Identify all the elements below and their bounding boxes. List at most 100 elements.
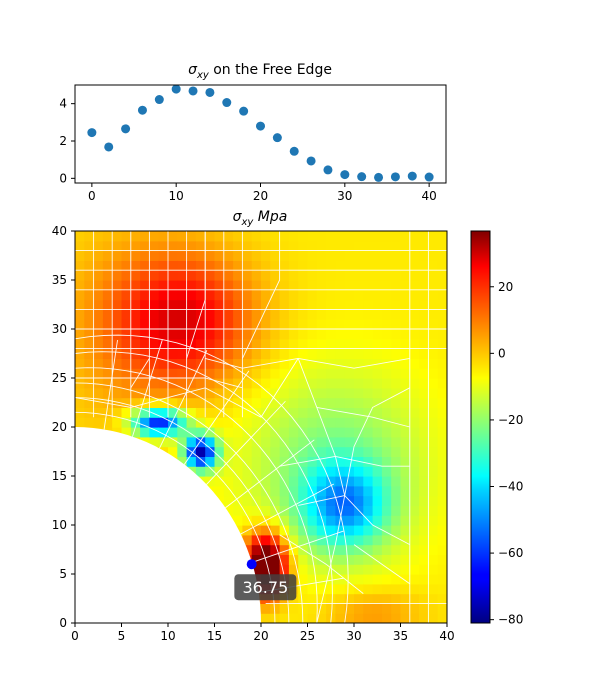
field-cell bbox=[391, 368, 402, 379]
field-cell bbox=[363, 476, 374, 487]
heatmap-ytick-label: 25 bbox=[52, 371, 67, 385]
field-cell bbox=[437, 456, 447, 467]
field-cell bbox=[242, 299, 253, 310]
field-cell bbox=[177, 397, 188, 408]
field-cell bbox=[307, 319, 318, 330]
field-cell bbox=[149, 289, 160, 301]
field-cell bbox=[149, 309, 160, 320]
field-cell bbox=[307, 387, 318, 399]
field-cell bbox=[428, 534, 439, 546]
field-cell bbox=[409, 358, 420, 369]
field-cell bbox=[102, 289, 113, 301]
scatter-title: σxy on the Free Edge bbox=[188, 62, 332, 81]
field-cell bbox=[391, 583, 402, 595]
field-cell bbox=[419, 417, 429, 428]
field-cell bbox=[354, 574, 364, 585]
field-cell bbox=[102, 378, 113, 389]
field-cell bbox=[112, 417, 123, 428]
field-cell bbox=[363, 574, 374, 585]
field-cell bbox=[261, 427, 271, 438]
field-cell bbox=[279, 554, 290, 565]
field-cell bbox=[419, 495, 429, 506]
field-cell bbox=[168, 358, 178, 369]
field-cell bbox=[335, 309, 346, 320]
field-cell bbox=[214, 397, 225, 408]
field-cell bbox=[75, 309, 85, 320]
mesh-line bbox=[75, 397, 290, 623]
field-cell bbox=[354, 289, 364, 301]
field-cell bbox=[242, 456, 253, 467]
field-cell bbox=[335, 564, 346, 575]
field-cell bbox=[102, 407, 113, 418]
field-cell bbox=[391, 387, 402, 399]
heatmap-xtick-label: 5 bbox=[118, 629, 126, 643]
field-cell bbox=[270, 495, 281, 506]
field-cell bbox=[140, 231, 150, 242]
field-cell bbox=[428, 583, 439, 595]
field-cell bbox=[168, 280, 178, 291]
field-cell bbox=[112, 329, 123, 340]
field-cell bbox=[112, 368, 123, 379]
field-cell bbox=[354, 593, 364, 604]
field-cell bbox=[214, 280, 225, 291]
field-cell bbox=[242, 348, 253, 359]
field-cell bbox=[391, 554, 402, 565]
field-cell bbox=[102, 299, 113, 310]
field-cell bbox=[270, 417, 281, 428]
field-cell bbox=[428, 270, 439, 281]
field-cell bbox=[354, 319, 364, 330]
field-cell bbox=[270, 329, 281, 340]
scatter-plot-area: 0 10 20 30 40 0 2 4 bbox=[59, 84, 437, 203]
field-cell bbox=[381, 574, 392, 585]
field-cell bbox=[419, 368, 429, 379]
field-cell bbox=[205, 466, 216, 477]
field-cell bbox=[363, 417, 374, 428]
heatmap-title-rest: Mpa bbox=[253, 209, 287, 225]
field-cell bbox=[270, 515, 281, 526]
field-cell bbox=[372, 476, 383, 487]
field-cell bbox=[363, 231, 374, 242]
field-cell bbox=[307, 240, 318, 252]
heatmap-xtick-label: 20 bbox=[253, 629, 268, 643]
field-cell bbox=[391, 280, 402, 291]
field-cell bbox=[186, 378, 197, 389]
field-cell bbox=[419, 476, 429, 487]
field-cell bbox=[288, 338, 299, 350]
field-cell bbox=[419, 348, 429, 359]
field-cell bbox=[242, 417, 253, 428]
field-cell bbox=[363, 397, 374, 408]
field-cell bbox=[335, 456, 346, 467]
heatmap-axes: 0 5 10 15 20 25 30 35 40 0 5 10 15 20 25 30 35 40 bbox=[52, 224, 455, 643]
field-cell bbox=[270, 280, 281, 291]
field-cell bbox=[130, 280, 141, 291]
field-cell bbox=[195, 387, 206, 399]
field-cell bbox=[363, 260, 374, 271]
field-cell bbox=[437, 534, 447, 546]
field-cell bbox=[177, 407, 188, 418]
field-cell bbox=[344, 397, 355, 408]
field-cell bbox=[400, 260, 411, 271]
field-cell bbox=[316, 358, 327, 369]
field-cell bbox=[121, 348, 132, 359]
field-cell bbox=[400, 329, 411, 340]
mesh-line bbox=[75, 377, 243, 389]
field-cell bbox=[149, 260, 160, 271]
field-cell bbox=[251, 407, 262, 418]
field-cell bbox=[363, 485, 374, 497]
field-cell bbox=[270, 427, 281, 438]
field-cell bbox=[391, 593, 402, 604]
field-cell bbox=[363, 240, 374, 252]
field-cell bbox=[381, 270, 392, 281]
field-cell bbox=[298, 309, 309, 320]
field-cell bbox=[149, 329, 160, 340]
field-cell bbox=[130, 407, 141, 418]
field-cell bbox=[437, 505, 447, 516]
field-cell bbox=[437, 525, 447, 536]
field-cell bbox=[400, 289, 411, 301]
field-cell bbox=[344, 309, 355, 320]
field-cell bbox=[121, 329, 132, 340]
field-cell bbox=[223, 378, 234, 389]
field-cell bbox=[140, 387, 150, 399]
field-cell bbox=[93, 348, 104, 359]
